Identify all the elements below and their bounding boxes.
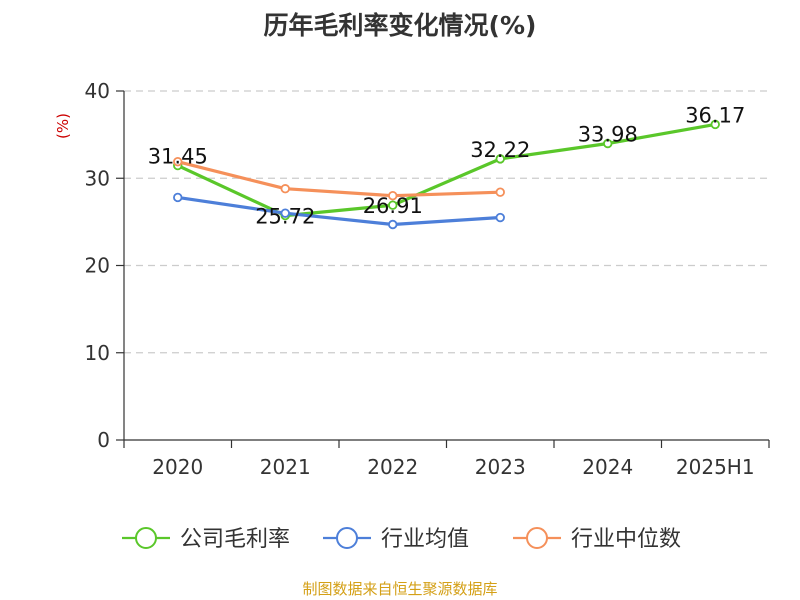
series-line [177, 195, 501, 227]
data-point [495, 212, 505, 223]
data-point [173, 192, 183, 203]
x-tick-label: 2022 [367, 455, 418, 479]
data-label: 26.91 [363, 194, 423, 218]
data-point [388, 200, 398, 210]
data-point [388, 190, 398, 201]
data-point [173, 156, 183, 167]
data-label: 33.98 [578, 123, 638, 147]
data-point [280, 208, 290, 218]
data-point [495, 187, 505, 197]
x-tick-label: 2020 [152, 455, 203, 479]
source-note: 制图数据来自恒生聚源数据库 [302, 580, 498, 598]
x-tick-label: 2024 [582, 455, 633, 479]
axes: 0 10 20 30 40 2020 2021 2022 2023 2024 2025H1 [85, 79, 770, 479]
data-point [280, 184, 290, 194]
y-tick-label: 40 [85, 79, 110, 103]
y-axis-label: (%) [54, 113, 72, 139]
legend-label: 行业均值 [381, 527, 469, 552]
chart-title: 历年毛利率变化情况(%) [263, 11, 537, 40]
legend-label: 公司毛利率 [180, 527, 290, 552]
y-tick-label: 10 [85, 341, 110, 365]
y-tick-label: 0 [97, 428, 110, 452]
data-point [495, 154, 505, 164]
x-tick-label: 2023 [475, 455, 526, 479]
x-tick-label: 2021 [260, 455, 311, 479]
legend-marker [336, 527, 358, 549]
x-tick-label: 2025H1 [676, 455, 755, 479]
data-label: 36.17 [685, 103, 745, 127]
data-label: 25.72 [255, 205, 315, 229]
data-point [710, 119, 720, 130]
series-lines [173, 119, 720, 230]
data-labels: 31.45 25.72 26.91 32.22 33.98 36.17 [148, 103, 746, 228]
data-point [388, 219, 398, 230]
data-label: 32.22 [470, 138, 530, 162]
legend: 公司毛利率 行业均值 行业中位数 [122, 527, 681, 552]
legend-label: 行业中位数 [571, 527, 681, 552]
y-tick-label: 20 [85, 254, 110, 278]
series-line [177, 122, 716, 218]
legend-marker [526, 527, 548, 549]
data-point [603, 138, 613, 149]
legend-marker [135, 527, 157, 549]
data-label: 31.45 [148, 145, 208, 169]
y-tick-label: 30 [85, 166, 110, 190]
series-line [177, 160, 501, 198]
